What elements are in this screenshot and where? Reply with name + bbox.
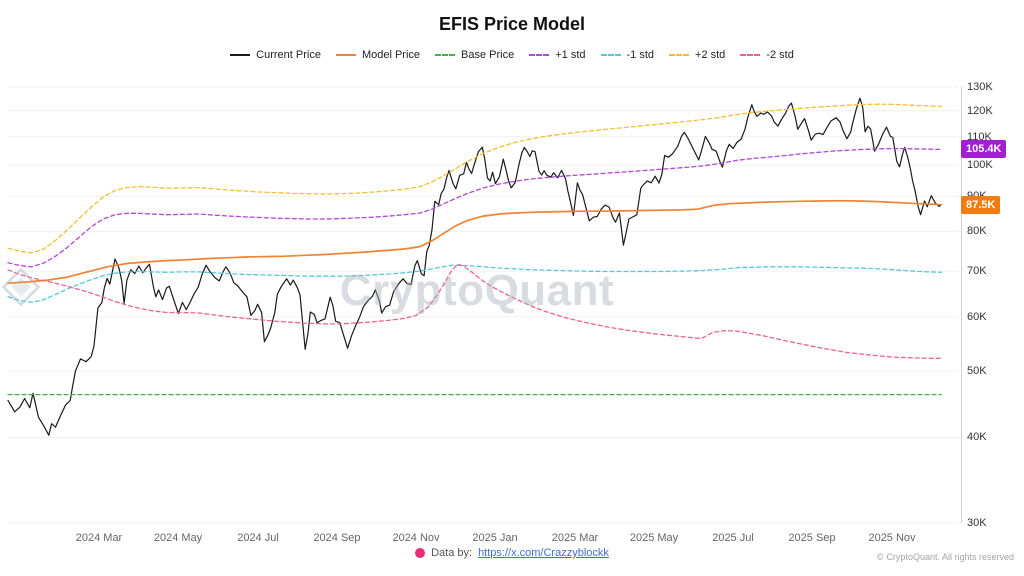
chart-legend: Current Price Model Price Base Price +1 std… (0, 49, 1024, 61)
copyright-icon: © (876, 552, 884, 562)
y-axis-tick-label-100K: 100K (967, 159, 993, 171)
legend-label: -2 std (766, 49, 794, 61)
legend-swatch-2-std (740, 54, 761, 56)
series-line-1-std (7, 264, 942, 304)
x-axis-tick-label-2024-sep: 2024 Sep (313, 532, 361, 544)
x-axis-tick-label-2024-may: 2024 May (153, 532, 203, 544)
x-axis-tick-label-2025-nov: 2025 Nov (868, 532, 916, 544)
legend-label: Base Price (461, 49, 515, 61)
legend-label: Current Price (256, 49, 321, 61)
copyright-text: CryptoQuant. All rights reserved (886, 552, 1014, 562)
x-axis-tick-label-2025-jan: 2025 Jan (472, 532, 518, 544)
legend-item-1-std[interactable]: -1 std (600, 49, 655, 61)
series-line-1-std (7, 147, 942, 268)
legend-swatch-current-price (230, 54, 251, 56)
x-axis-tick-label-2025-mar: 2025 Mar (551, 532, 599, 544)
legend-swatch-1-std (529, 54, 550, 56)
x-axis-tick-label-2024-nov: 2024 Nov (392, 532, 440, 544)
x-axis-tick-label-2024-mar: 2024 Mar (75, 532, 123, 544)
legend-label: +1 std (555, 49, 586, 61)
legend-swatch-model-price (335, 54, 356, 56)
series-line-current-price (7, 97, 942, 436)
legend-item-base-price[interactable]: Base Price (435, 49, 514, 61)
footer-attribution: Data by: https://x.com/Crazzyblockk (0, 547, 1024, 559)
price-badge-105-4k: 105.4K (961, 140, 1007, 158)
x-axis-tick-label-2024-jul: 2024 Jul (237, 532, 279, 544)
legend-item-2-std[interactable]: +2 std (669, 49, 725, 61)
x-axis-tick-label-2025-sep: 2025 Sep (788, 532, 836, 544)
series-line-2-std (7, 103, 942, 254)
series-line-2-std (7, 263, 942, 359)
legend-item-1-std[interactable]: +1 std (529, 49, 586, 61)
y-axis-tick-label-50K: 50K (967, 365, 987, 377)
y-axis-tick-label-60K: 60K (967, 311, 987, 323)
legend-item-current-price[interactable]: Current Price (230, 49, 321, 61)
legend-swatch-1-std (600, 54, 621, 56)
series-line-model-price (7, 199, 943, 285)
price-badge-87-5k: 87.5K (961, 196, 1001, 214)
legend-item-2-std[interactable]: -2 std (740, 49, 794, 61)
data-source-link[interactable]: https://x.com/Crazzyblockk (478, 547, 609, 559)
legend-swatch-base-price (435, 54, 456, 56)
y-axis-tick-label-130K: 130K (967, 81, 993, 93)
legend-item-model-price[interactable]: Model Price (335, 49, 421, 61)
y-axis-tick-label-70K: 70K (967, 265, 987, 277)
legend-label: +2 std (695, 49, 726, 61)
legend-label: Model Price (361, 49, 421, 61)
legend-swatch-2-std (669, 54, 690, 56)
copyright-notice: © CryptoQuant. All rights reserved (877, 552, 1014, 562)
y-axis-tick-label-40K: 40K (967, 431, 987, 443)
cryptoquant-dot-icon (415, 548, 426, 558)
chart-title: EFIS Price Model (438, 14, 586, 34)
data-by-label: Data by: (431, 547, 473, 559)
legend-label: -1 std (626, 49, 655, 61)
x-axis-tick-label-2025-jul: 2025 Jul (712, 532, 754, 544)
x-axis-tick-label-2025-may: 2025 May (629, 532, 679, 544)
y-axis-tick-label-120K: 120K (967, 105, 993, 117)
y-axis-tick-label-30K: 30K (967, 517, 987, 529)
y-axis-tick-label-80K: 80K (967, 225, 987, 237)
